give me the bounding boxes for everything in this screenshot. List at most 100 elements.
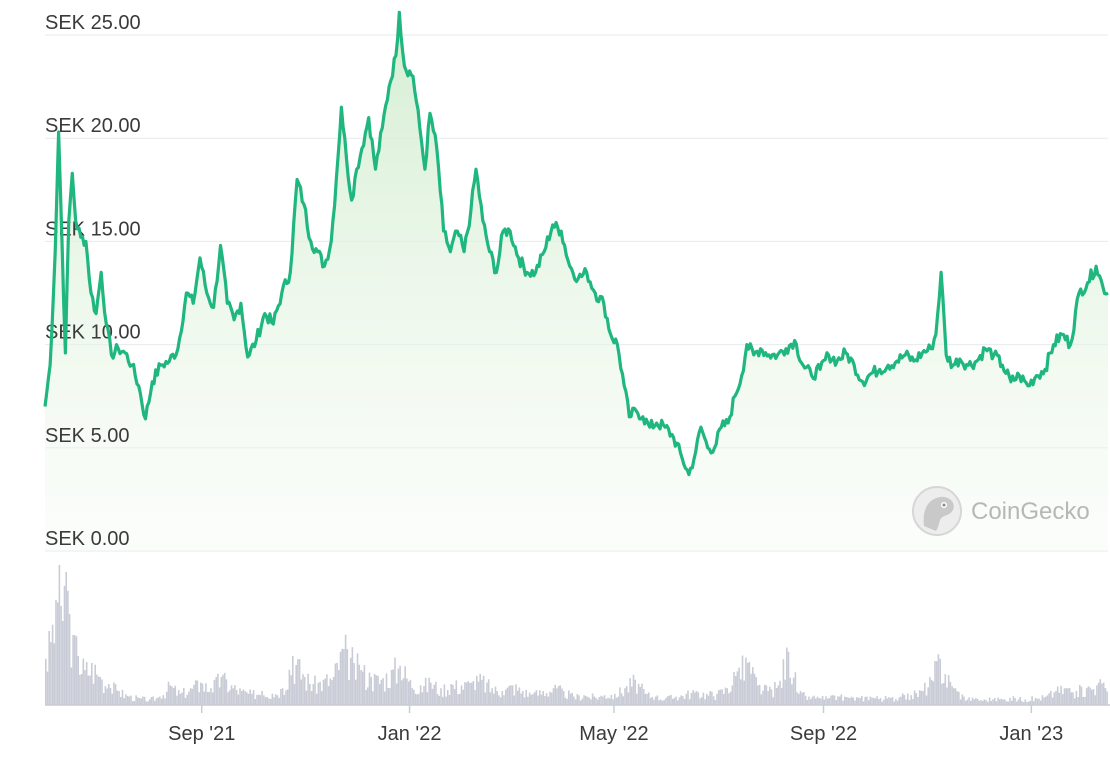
volume-bar <box>990 701 993 705</box>
volume-bar <box>554 684 556 705</box>
volume-bar <box>506 687 509 705</box>
volume-bar <box>302 674 304 705</box>
volume-bar <box>363 665 366 705</box>
volume-bar <box>884 695 887 705</box>
volume-bar <box>837 696 839 705</box>
volume-bar <box>377 675 379 705</box>
volume-bar <box>869 696 872 705</box>
volume-bar <box>448 695 451 705</box>
volume-bar <box>574 699 577 705</box>
volume-bar <box>382 678 384 705</box>
volume-bar <box>201 683 204 705</box>
volume-bar <box>724 687 727 705</box>
volume-bar <box>271 693 274 705</box>
volume-bar <box>913 690 916 705</box>
volume-bar <box>106 688 108 705</box>
volume-bar <box>125 694 127 705</box>
volume-bar <box>728 693 730 705</box>
volume-bar <box>823 699 826 705</box>
volume-bar <box>438 695 441 705</box>
volume-bar <box>815 698 817 705</box>
volume-bar <box>220 677 223 705</box>
volume-bar <box>77 656 79 705</box>
volume-bar <box>716 693 718 705</box>
volume-bar <box>67 590 69 705</box>
volume-bar <box>1050 690 1052 705</box>
volume-bar <box>876 696 878 705</box>
volume-bar <box>552 688 555 705</box>
volume-bar <box>489 692 492 705</box>
volume-bar <box>385 673 388 705</box>
volume-bar <box>104 686 107 705</box>
volume-bar <box>114 684 117 705</box>
volume-bar <box>63 585 66 705</box>
volume-bar <box>334 663 337 705</box>
volume-bar <box>522 691 524 705</box>
volume-bar <box>1091 689 1093 705</box>
volume-bar <box>145 701 148 705</box>
volume-bar <box>944 674 947 705</box>
volume-bar <box>283 694 286 705</box>
volume-bar <box>760 694 763 705</box>
volume-bar <box>644 693 647 705</box>
volume-bar <box>1019 697 1021 705</box>
volume-bar <box>487 679 490 705</box>
volume-bar <box>714 700 717 705</box>
volume-bar <box>179 693 182 705</box>
volume-bar <box>619 687 621 705</box>
volume-bar <box>101 679 103 705</box>
volume-bar <box>907 693 909 705</box>
volume-bar <box>723 694 725 705</box>
x-axis: Sep '21 Jan '22 May '22 Sep '22 Jan '23 <box>168 705 1063 745</box>
volume-bar <box>729 691 732 705</box>
volume-bar <box>445 696 447 705</box>
volume-bar <box>1099 679 1102 705</box>
volume-bar <box>733 671 735 705</box>
volume-bar <box>658 700 660 705</box>
volume-bar <box>656 695 659 705</box>
volume-bar <box>1016 701 1018 705</box>
volume-bar <box>278 697 280 705</box>
volume-bar <box>126 696 129 705</box>
volume-bar <box>641 683 643 705</box>
volume-bar <box>849 698 851 705</box>
volume-bar <box>934 661 936 705</box>
volume-bar <box>56 602 59 705</box>
volume-bar <box>436 694 439 705</box>
volume-bar <box>387 688 389 705</box>
volume-bar <box>847 697 849 705</box>
volume-bar <box>564 697 567 705</box>
volume-bar <box>1106 691 1108 705</box>
volume-bar <box>612 699 614 705</box>
volume-bar <box>380 679 383 705</box>
volume-bar <box>157 697 159 705</box>
volume-bar <box>215 677 217 705</box>
volume-bar <box>821 696 824 705</box>
volume-bar <box>281 688 284 705</box>
volume-bar <box>999 699 1001 705</box>
volume-bar <box>590 699 592 705</box>
volume-bar <box>985 700 987 705</box>
volume-bar <box>155 698 158 705</box>
volume-bar <box>651 697 654 705</box>
volume-bar <box>407 681 410 705</box>
volume-bar <box>660 699 662 705</box>
volume-bar <box>1068 687 1071 705</box>
volume-bar <box>978 700 981 705</box>
volume-bar <box>585 695 587 705</box>
volume-bar <box>995 701 998 705</box>
volume-bar <box>423 686 425 705</box>
volume-bar <box>176 695 178 705</box>
volume-bar <box>48 631 50 705</box>
volume-bar <box>440 688 442 705</box>
volume-bar <box>671 698 674 705</box>
volume-bar <box>389 688 391 705</box>
volume-bar <box>198 692 200 705</box>
volume-bar <box>568 690 570 705</box>
volume-bar <box>946 687 948 705</box>
volume-bar <box>298 659 301 705</box>
volume-bar <box>143 696 146 705</box>
volume-bar <box>247 693 250 705</box>
